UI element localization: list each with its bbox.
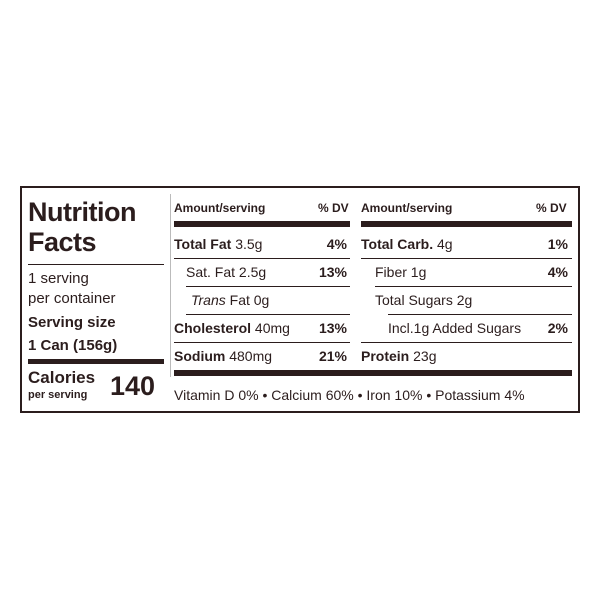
nutrient-amount: 2.5g: [238, 264, 267, 280]
nutrient-row-total-carb: Total Carb. 4g: [361, 235, 453, 253]
nutrient-name: Incl.1g Added Sugars: [388, 320, 522, 336]
nutrient-name: Total Fat: [174, 236, 232, 252]
serving-size-label: Serving size: [28, 314, 116, 331]
nutrient-dv: 4%: [326, 236, 347, 252]
nutrient-dv: 4%: [547, 264, 568, 280]
calories-value: 140: [110, 371, 156, 401]
row-divider: [361, 258, 572, 259]
nutrient-name-italic: Trans: [191, 292, 226, 308]
row-divider: [174, 342, 350, 343]
right-header-rule: [361, 221, 572, 227]
nutrient-dv: 13%: [318, 264, 347, 280]
row-divider: [174, 258, 350, 259]
serving-size-value: 1 Can (156g): [28, 337, 118, 354]
nutrient-amount: 0g: [253, 292, 270, 308]
left-header-rule: [174, 221, 350, 227]
row-divider: [186, 286, 350, 287]
title-line-1: Nutrition: [28, 197, 136, 227]
nutrient-name: Protein: [361, 348, 410, 364]
nutrient-row-total-fat: Total Fat 3.5g: [174, 235, 262, 253]
nutrient-name: Sat. Fat: [186, 264, 236, 280]
calories-sublabel: per serving: [28, 389, 88, 401]
vitamins-top-rule: [174, 370, 572, 376]
row-divider: [361, 342, 572, 343]
nutrient-row-sodium: Sodium 480mg: [174, 347, 272, 365]
nutrient-row-fiber: Fiber 1g: [375, 263, 426, 281]
servings-per-container-2: per container: [28, 290, 116, 307]
servings-per-container-1: 1 serving: [28, 270, 89, 287]
nutrient-name: Sodium: [174, 348, 226, 364]
right-header-amount: Amount/serving: [361, 201, 453, 215]
nutrient-name: Cholesterol: [174, 320, 252, 336]
nutrient-amount: 40mg: [254, 320, 290, 336]
nutrient-row-total-sugars: Total Sugars 2g: [375, 291, 472, 309]
nutrient-dv: 1%: [547, 236, 568, 252]
nutrient-amount: 2g: [456, 292, 473, 308]
nutrient-name: Total Carb.: [361, 236, 434, 252]
nutrient-row-cholesterol: Cholesterol 40mg: [174, 319, 290, 337]
row-divider: [388, 314, 572, 315]
nutrient-amount: 23g: [413, 348, 437, 364]
nutrient-row-trans-fat: Trans Fat 0g: [191, 291, 269, 309]
nutrient-amount: 480mg: [229, 348, 273, 364]
row-divider: [375, 286, 572, 287]
calories-label: Calories: [28, 368, 96, 387]
column-separator: [170, 194, 171, 377]
nutrient-amount: 3.5g: [235, 236, 263, 252]
nutrient-row-sat-fat: Sat. Fat 2.5g: [186, 263, 266, 281]
nutrient-dv: 21%: [318, 348, 347, 364]
nutrient-amount: 1g: [410, 264, 427, 280]
row-divider: [186, 314, 350, 315]
left-header-amount: Amount/serving: [174, 201, 266, 215]
nutrition-facts-panel: Nutrition Facts 1 serving per container …: [20, 186, 580, 413]
thick-divider: [28, 359, 164, 364]
left-header-dv: % DV: [318, 201, 349, 215]
nutrient-dv: 2%: [547, 320, 568, 336]
nutrient-name: Fat: [229, 292, 250, 308]
nutrient-name: Fiber: [375, 264, 407, 280]
nutrient-dv: 13%: [318, 320, 347, 336]
vitamins-minerals-line: Vitamin D 0% • Calcium 60% • Iron 10% • …: [174, 387, 525, 403]
title-line-2: Facts: [28, 227, 97, 257]
nutrient-row-protein: Protein 23g: [361, 347, 436, 365]
nutrient-amount: 4g: [436, 236, 453, 252]
right-header-dv: % DV: [536, 201, 567, 215]
divider: [28, 264, 164, 265]
nutrient-name: Total Sugars: [375, 292, 453, 308]
nutrient-row-added-sugars: Incl.1g Added Sugars: [388, 319, 521, 337]
